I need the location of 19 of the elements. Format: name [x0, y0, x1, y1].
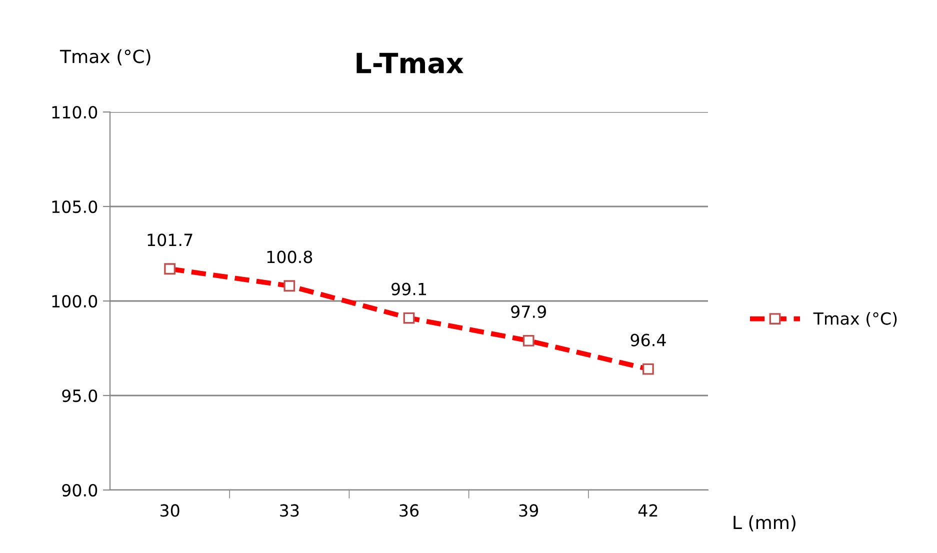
- x-tick-label: 36: [400, 504, 419, 517]
- data-label: 96.4: [630, 334, 666, 346]
- data-label: 97.9: [511, 305, 546, 318]
- x-tick-label: 39: [519, 504, 538, 517]
- data-label: 99.1: [391, 282, 426, 296]
- y-tick-label: 110.0: [52, 106, 98, 119]
- x-tick-label: 42: [638, 504, 658, 517]
- x-tick-label: 30: [160, 504, 180, 517]
- y-tick-label: 105.0: [52, 200, 98, 214]
- data-label: 100.8: [267, 250, 312, 264]
- x-tick-label: 33: [280, 504, 299, 517]
- x-axis-title: L (mm): [734, 515, 796, 532]
- chart-title: L-Tmax: [356, 52, 464, 74]
- y-tick-label: 90.0: [62, 484, 98, 497]
- y-tick-label: 95.0: [62, 389, 98, 402]
- y-tick-label: 100.0: [52, 294, 98, 308]
- legend-label: Tmax (°C): [813, 312, 897, 327]
- data-label: 101.7: [148, 234, 192, 246]
- y-axis-title: Tmax (°C): [60, 49, 150, 66]
